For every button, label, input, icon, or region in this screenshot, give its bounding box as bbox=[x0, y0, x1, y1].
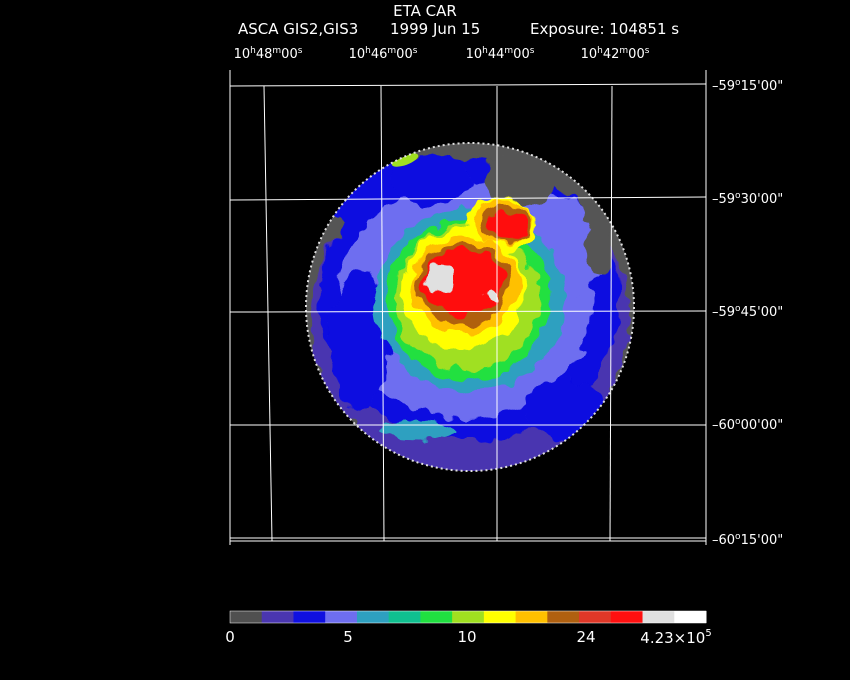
colorbar-swatch bbox=[420, 611, 453, 623]
ra-tick-label: 10h48m00s bbox=[233, 46, 303, 62]
colorbar-swatch bbox=[388, 611, 421, 623]
dec-gridline bbox=[229, 196, 707, 201]
colorbar-swatch bbox=[230, 611, 263, 623]
dec-tick-label: –59o15'00" bbox=[712, 78, 784, 94]
intensity-region bbox=[330, 270, 390, 410]
ra-gridline bbox=[380, 85, 385, 542]
coordinate-grid bbox=[229, 70, 707, 545]
intensity-region bbox=[390, 155, 470, 205]
frame-top bbox=[229, 83, 707, 87]
colorbar-swatch bbox=[674, 611, 707, 623]
intensity-region bbox=[484, 150, 556, 206]
intensity-region bbox=[525, 380, 605, 440]
colorbar-tick-label: 5 bbox=[343, 628, 353, 646]
colorbar-border bbox=[229, 610, 707, 624]
image-title: ETA CAR bbox=[393, 2, 457, 20]
colorbar-tick-label: 10 bbox=[457, 628, 477, 646]
dec-tick-label: –59o45'00" bbox=[712, 304, 784, 320]
ra-tick-label: 10h44m00s bbox=[465, 46, 535, 62]
colorbar-tick-label: 4.23×105 bbox=[640, 628, 712, 647]
colorbar-tick-label: 0 bbox=[225, 628, 235, 646]
intensity-map bbox=[306, 143, 634, 471]
ra-tick-label: 10h46m00s bbox=[348, 46, 418, 62]
dec-tick-label: –60o00'00" bbox=[712, 417, 784, 433]
colorbar-swatch bbox=[642, 611, 675, 623]
colorbar-swatch bbox=[356, 611, 390, 623]
colorbar-swatch bbox=[293, 611, 326, 623]
colorbar bbox=[229, 610, 707, 624]
ra-tick-label: 10h42m00s bbox=[580, 46, 650, 62]
dec-gridline bbox=[229, 310, 707, 313]
detector-edge bbox=[305, 142, 635, 472]
intensity-region bbox=[423, 262, 457, 294]
intensity-region bbox=[484, 291, 498, 303]
intensity-region bbox=[486, 213, 528, 239]
intensity-level-white bbox=[423, 262, 498, 303]
intensity-level-blue bbox=[330, 155, 605, 440]
instrument-label: ASCA GIS2,GIS3 bbox=[238, 20, 359, 38]
intensity-region bbox=[588, 225, 612, 275]
colorbar-swatch bbox=[547, 611, 580, 623]
intensity-region bbox=[380, 420, 460, 440]
colorbar-swatch bbox=[261, 611, 294, 623]
dec-tick-label: –59o30'00" bbox=[712, 191, 784, 207]
colorbar-tick-label: 24 bbox=[576, 628, 596, 646]
colorbar-swatch bbox=[579, 611, 612, 623]
intensity-region bbox=[582, 172, 614, 228]
date-label: 1999 Jun 15 bbox=[390, 20, 481, 38]
colorbar-swatch bbox=[325, 611, 358, 623]
colorbar-swatch bbox=[452, 611, 485, 623]
colorbar-swatch bbox=[515, 611, 548, 623]
edge-hotspot bbox=[391, 153, 419, 167]
colorbar-swatch bbox=[483, 611, 517, 623]
exposure-label: Exposure: 104851 s bbox=[530, 20, 680, 38]
dec-tick-label: –60o15'00" bbox=[712, 532, 784, 548]
ra-gridline bbox=[263, 85, 273, 542]
ra-gridline bbox=[609, 85, 613, 542]
colorbar-swatch bbox=[610, 611, 644, 623]
